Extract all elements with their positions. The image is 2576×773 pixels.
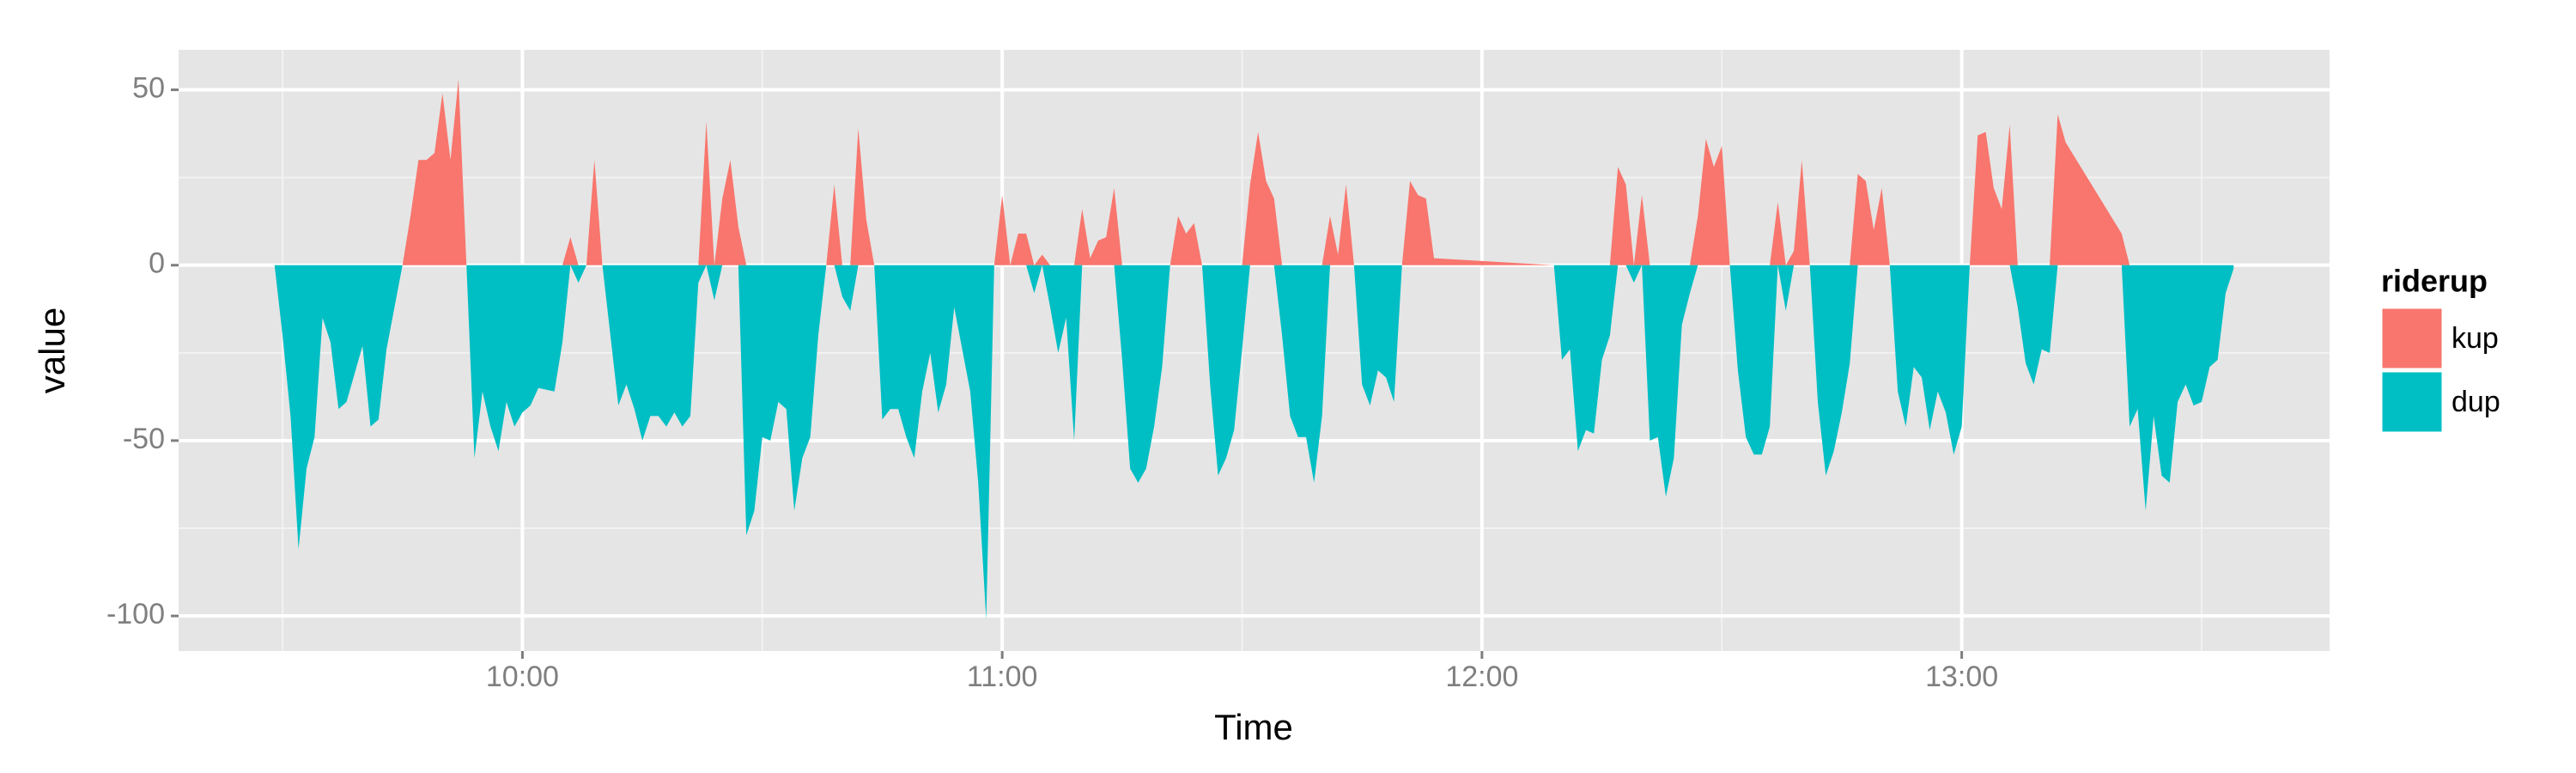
x-tick-label: 10:00	[486, 660, 559, 693]
y-tick-label: 0	[149, 247, 165, 280]
legend-label: kup	[2451, 322, 2499, 355]
y-tick-label: -100	[106, 598, 165, 630]
x-tick-label: 11:00	[967, 660, 1038, 693]
area	[274, 265, 2234, 620]
y-axis-title: value	[32, 307, 72, 393]
x-axis-title: Time	[1214, 707, 1293, 747]
axes: 10:00 11:00 12:00 13:00 -100 -50 0 50	[106, 72, 1998, 693]
y-tick-label: -50	[123, 423, 165, 455]
areas	[274, 79, 2234, 620]
legend-key	[2379, 369, 2445, 435]
legend: riderup kup dup	[2379, 264, 2500, 435]
legend-title: riderup	[2381, 264, 2488, 299]
area	[274, 79, 2234, 265]
x-tick-label: 12:00	[1445, 660, 1518, 693]
legend-label: dup	[2451, 386, 2500, 418]
x-tick-label: 13:00	[1925, 660, 1998, 693]
y-tick-label: 50	[132, 72, 165, 105]
legend-key	[2379, 306, 2445, 371]
